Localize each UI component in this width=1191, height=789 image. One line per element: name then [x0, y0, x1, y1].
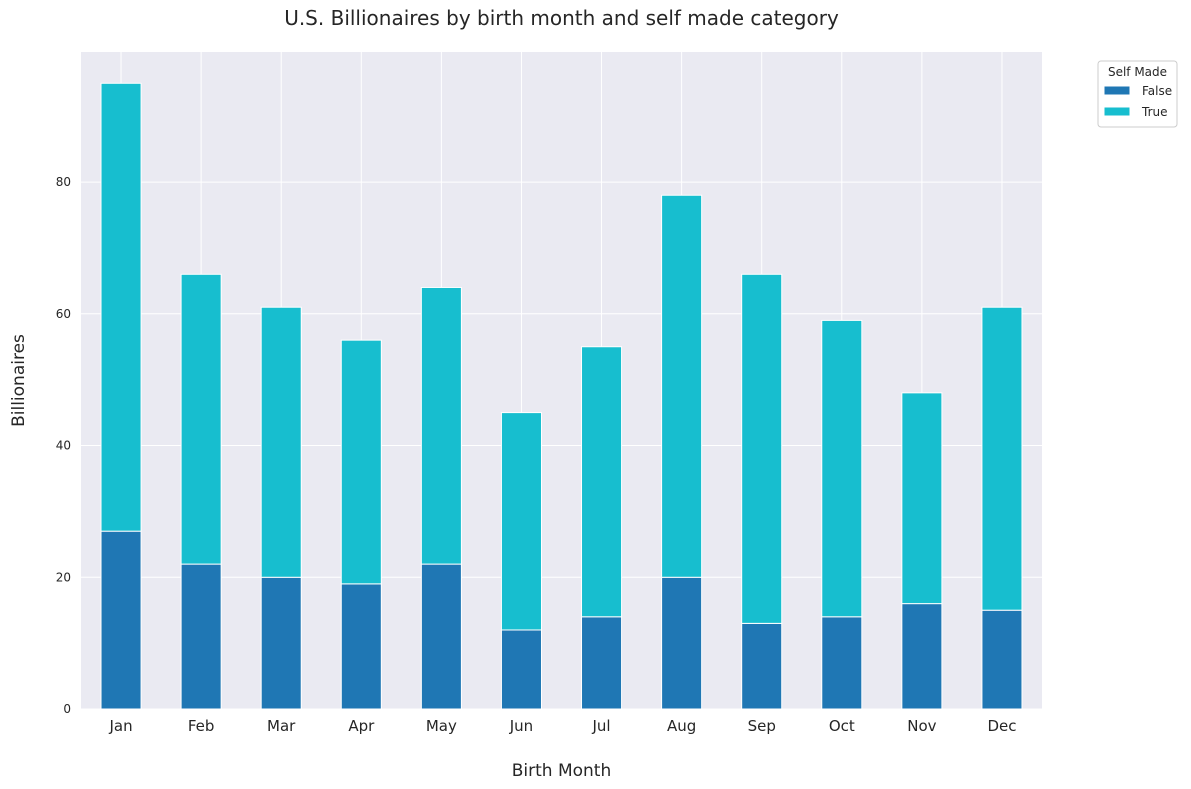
y-axis-label: Billionaires	[9, 334, 29, 427]
bar-true-nov	[901, 392, 943, 605]
x-tick-label: Sep	[748, 717, 776, 735]
y-tick-label: 40	[56, 439, 71, 453]
x-tick-label: Dec	[987, 717, 1016, 735]
x-tick-label: Aug	[667, 717, 696, 735]
bar-false-apr	[340, 583, 382, 710]
bar-false-aug	[661, 576, 703, 710]
chart-title: U.S. Billionaires by birth month and sel…	[284, 6, 839, 30]
x-tick-label: Jun	[509, 717, 533, 735]
bar-true-feb	[180, 273, 222, 565]
x-tick-label: Nov	[907, 717, 936, 735]
bar-false-sep	[741, 622, 783, 710]
plot-area	[81, 52, 1042, 709]
bar-true-dec	[981, 306, 1023, 611]
y-tick-label: 0	[63, 702, 71, 716]
bar-false-oct	[821, 616, 863, 710]
bar-true-jul	[581, 346, 623, 618]
x-tick-label: Feb	[188, 717, 215, 735]
legend-items: False True	[1103, 84, 1172, 119]
bar-true-mar	[260, 306, 302, 578]
x-tick-label: Oct	[829, 717, 855, 735]
bar-false-jun	[500, 629, 542, 710]
bar-true-may	[420, 286, 462, 565]
x-tick-label: May	[426, 717, 457, 735]
grid	[81, 52, 1042, 710]
x-tick-label: Jul	[591, 717, 610, 735]
bar-false-jan	[100, 530, 142, 710]
bar-false-feb	[180, 563, 222, 710]
x-tick-label: Mar	[267, 717, 296, 735]
x-axis-label: Birth Month	[512, 761, 612, 781]
bars	[100, 82, 1023, 710]
ticks: 0 20 40 60 80 Jan Feb Mar Apr May Jun Jul Aug Sep Oct N…	[56, 175, 1017, 735]
bar-true-aug	[661, 194, 703, 578]
legend: Self Made False True	[1097, 60, 1178, 128]
legend-label: True	[1141, 105, 1168, 119]
y-tick-label: 20	[56, 570, 71, 584]
x-tick-label: Jan	[108, 717, 132, 735]
bar-true-oct	[821, 319, 863, 618]
bar-true-sep	[741, 273, 783, 624]
legend-title: Self Made	[1108, 65, 1167, 79]
bar-true-jan	[100, 82, 142, 532]
x-tick-label: Apr	[348, 717, 375, 735]
y-tick-label: 80	[56, 175, 71, 189]
bar-false-mar	[260, 576, 302, 710]
y-tick-label: 60	[56, 307, 71, 321]
legend-swatch	[1103, 85, 1131, 96]
bar-true-jun	[500, 412, 542, 631]
bar-false-may	[420, 563, 462, 710]
bar-false-nov	[901, 603, 943, 710]
legend-swatch	[1103, 106, 1131, 117]
bar-false-jul	[581, 616, 623, 710]
bar-false-dec	[981, 609, 1023, 710]
bar-true-apr	[340, 339, 382, 585]
legend-label: False	[1142, 84, 1172, 98]
